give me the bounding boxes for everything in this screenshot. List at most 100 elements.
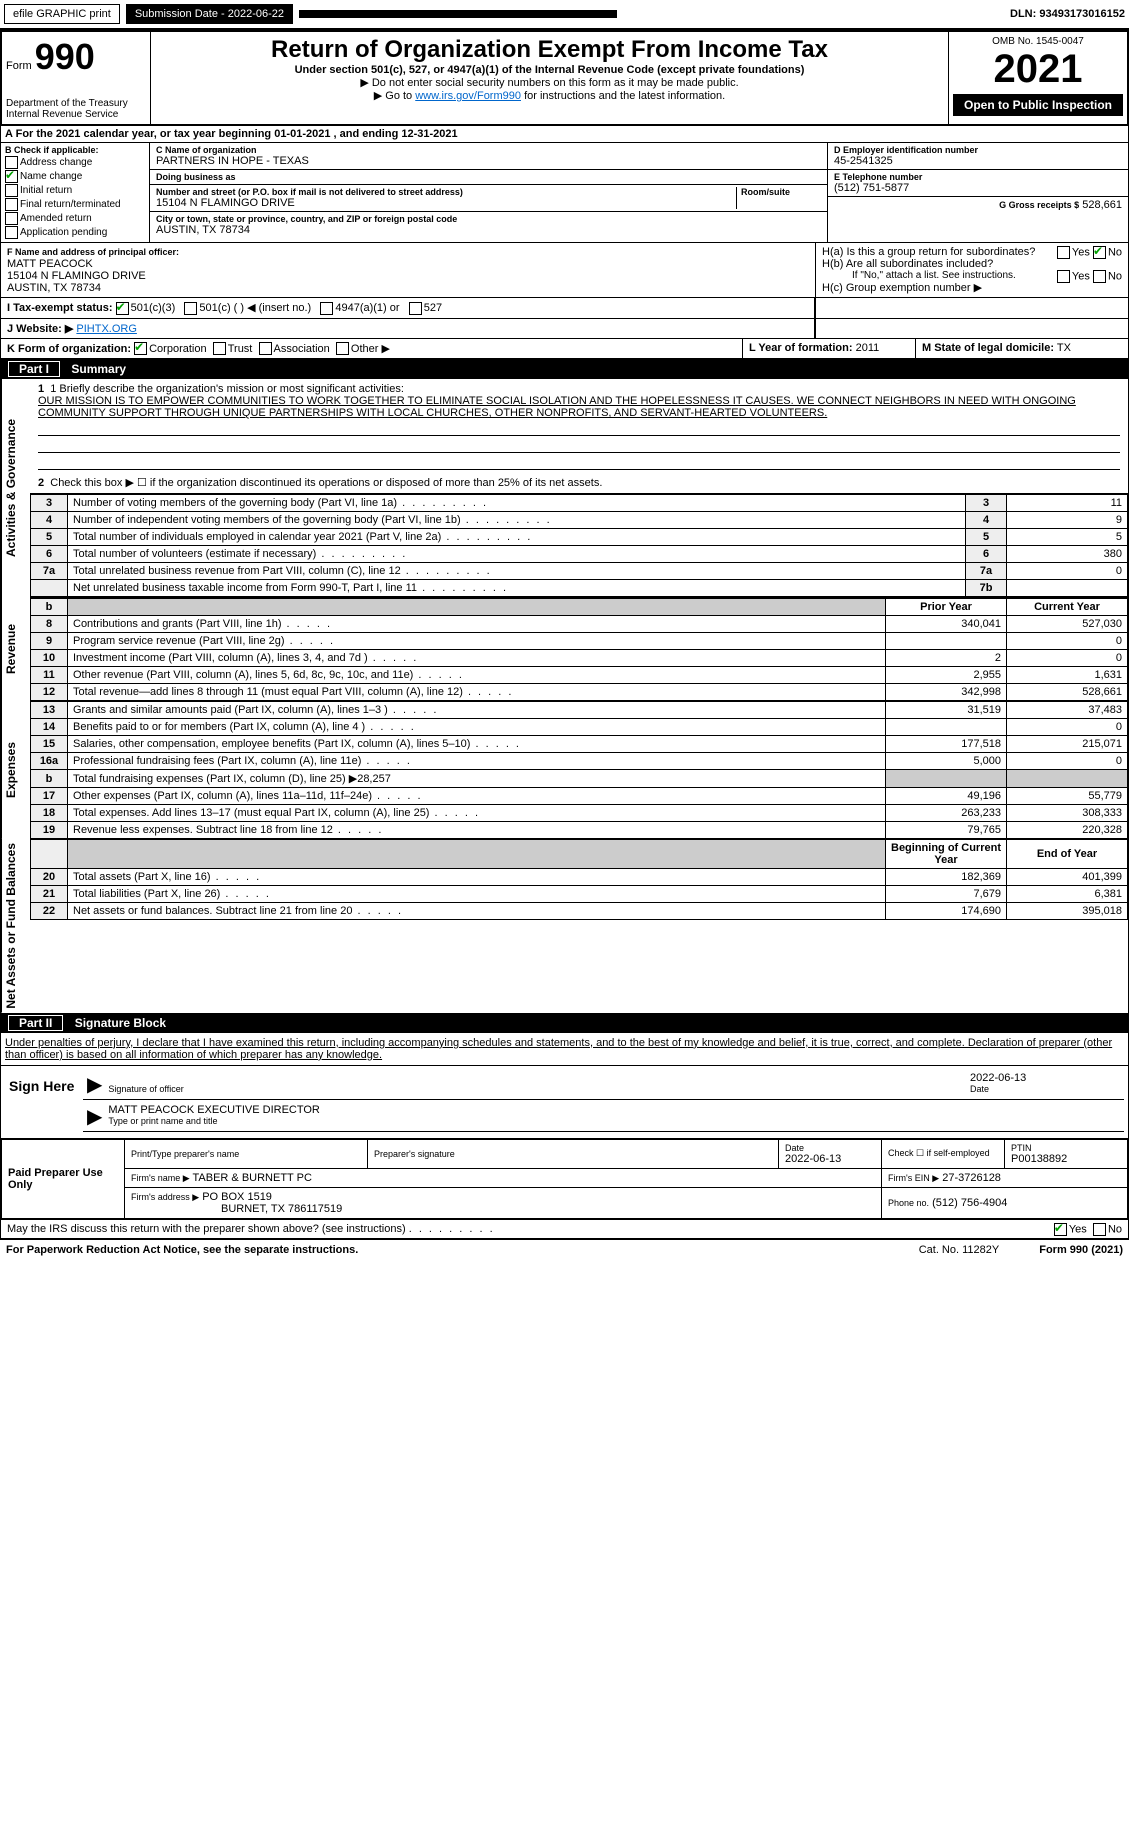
- name-label: Type or print name and title: [108, 1116, 1120, 1126]
- prep-sig-h: Preparer's signature: [374, 1149, 772, 1159]
- cb-pending[interactable]: Application pending: [5, 226, 145, 239]
- col-current: Current Year: [1007, 598, 1128, 616]
- table-row: Net unrelated business taxable income fr…: [31, 580, 1128, 597]
- table-row: 8Contributions and grants (Part VIII, li…: [31, 616, 1128, 633]
- table-row: 16aProfessional fundraising fees (Part I…: [31, 753, 1128, 770]
- k-other: Other ▶: [351, 343, 390, 355]
- ptin-h: PTIN: [1011, 1143, 1121, 1153]
- line2: Check this box ▶ ☐ if the organization d…: [50, 477, 602, 489]
- irs-link[interactable]: www.irs.gov/Form990: [415, 90, 521, 102]
- city-label: City or town, state or province, country…: [156, 214, 821, 224]
- note2-post: for instructions and the latest informat…: [524, 90, 725, 102]
- b-title: B Check if applicable:: [5, 145, 145, 155]
- table-row: 9Program service revenue (Part VIII, lin…: [31, 633, 1128, 650]
- form-prefix: Form: [6, 60, 32, 72]
- c-label: C Name of organization: [156, 145, 821, 155]
- note2: ▶ Go to www.irs.gov/Form990 for instruct…: [155, 89, 944, 102]
- table-row: 21Total liabilities (Part X, line 26)7,6…: [31, 886, 1128, 903]
- discuss-yes: Yes: [1069, 1223, 1087, 1235]
- header-right: OMB No. 1545-0047 2021 Open to Public In…: [948, 32, 1127, 124]
- footer-form: Form 990 (2021): [1039, 1244, 1123, 1256]
- form-header: Form 990 Department of the Treasury Inte…: [0, 30, 1129, 126]
- part2-title: Signature Block: [75, 1016, 166, 1030]
- perjury-text: Under penalties of perjury, I declare th…: [5, 1037, 1124, 1061]
- k-trust: Trust: [228, 343, 253, 355]
- footer-cat: Cat. No. 11282Y: [919, 1244, 1000, 1256]
- side-revenue: Revenue: [1, 597, 30, 701]
- table-row: 17Other expenses (Part IX, column (A), l…: [31, 788, 1128, 805]
- revenue-section: Revenue bPrior YearCurrent Year 8Contrib…: [0, 597, 1129, 701]
- i-4947: 4947(a)(1) or: [335, 302, 399, 314]
- expenses-section: Expenses 13Grants and similar amounts pa…: [0, 701, 1129, 839]
- row-a: A For the 2021 calendar year, or tax yea…: [0, 126, 1129, 143]
- k-block: K Form of organization: Corporation Trus…: [1, 339, 743, 359]
- m-val: TX: [1057, 342, 1071, 354]
- cb-final-label: Final return/terminated: [20, 199, 121, 210]
- firm-addr: PO BOX 1519: [202, 1191, 272, 1203]
- netassets-section: Net Assets or Fund Balances Beginning of…: [0, 839, 1129, 1013]
- k-label: K Form of organization:: [7, 343, 131, 355]
- efile-box: efile GRAPHIC print: [4, 4, 120, 24]
- i-501c: 501(c) ( ) ◀ (insert no.): [199, 302, 311, 314]
- city: AUSTIN, TX 78734: [156, 224, 821, 236]
- firm-phone-l: Phone no.: [888, 1198, 929, 1208]
- footer: For Paperwork Reduction Act Notice, see …: [0, 1239, 1129, 1260]
- discuss-row: May the IRS discuss this return with the…: [0, 1220, 1129, 1239]
- cb-address[interactable]: Address change: [5, 156, 145, 169]
- discuss-q: May the IRS discuss this return with the…: [7, 1223, 406, 1235]
- f-label: F Name and address of principal officer:: [7, 247, 179, 257]
- cb-initial-label: Initial return: [20, 185, 72, 196]
- website-link[interactable]: PIHTX.ORG: [76, 323, 137, 335]
- table-row: 10Investment income (Part VIII, column (…: [31, 650, 1128, 667]
- b-checkboxes: B Check if applicable: Address change Na…: [1, 143, 150, 242]
- f-h-row: F Name and address of principal officer:…: [0, 243, 1129, 298]
- hb-no: No: [1108, 270, 1122, 282]
- sign-date: 2022-06-13: [970, 1072, 1120, 1084]
- table-row: 6Total number of volunteers (estimate if…: [31, 546, 1128, 563]
- part1-label: Part I: [8, 361, 60, 377]
- officer-addr2: AUSTIN, TX 78734: [7, 282, 101, 294]
- submission-box: Submission Date - 2022-06-22: [126, 4, 293, 24]
- irs: Internal Revenue Service: [6, 109, 146, 120]
- firm-phone: (512) 756-4904: [932, 1197, 1007, 1209]
- table-row: 4Number of independent voting members of…: [31, 512, 1128, 529]
- firm-addr-l: Firm's address ▶: [131, 1192, 199, 1202]
- prep-date-h: Date: [785, 1143, 875, 1153]
- cb-final[interactable]: Final return/terminated: [5, 198, 145, 211]
- note2-pre: ▶ Go to: [374, 90, 415, 102]
- e-label: E Telephone number: [834, 172, 1122, 182]
- i-501c3: 501(c)(3): [131, 302, 176, 314]
- sig-officer-label: Signature of officer: [108, 1084, 970, 1094]
- c-block: C Name of organization PARTNERS IN HOPE …: [150, 143, 827, 242]
- table-row: bTotal fundraising expenses (Part IX, co…: [31, 770, 1128, 788]
- form-subtitle: Under section 501(c), 527, or 4947(a)(1)…: [155, 64, 944, 76]
- table-row: 7aTotal unrelated business revenue from …: [31, 563, 1128, 580]
- gross-receipts: 528,661: [1082, 199, 1122, 211]
- firm-name-l: Firm's name ▶: [131, 1173, 190, 1183]
- discuss-no: No: [1108, 1223, 1122, 1235]
- part1-title: Summary: [71, 362, 126, 376]
- dln: DLN: 93493173016152: [1010, 8, 1125, 20]
- cb-name[interactable]: Name change: [5, 170, 145, 183]
- cb-initial[interactable]: Initial return: [5, 184, 145, 197]
- part2-label: Part II: [8, 1015, 63, 1031]
- i-block: I Tax-exempt status: 501(c)(3) 501(c) ( …: [1, 298, 815, 318]
- officer-name: MATT PEACOCK: [7, 258, 93, 270]
- revenue-table: bPrior YearCurrent Year 8Contributions a…: [30, 597, 1128, 701]
- part1-header: Part I Summary: [0, 359, 1129, 379]
- firm-ein-l: Firm's EIN ▶: [888, 1173, 939, 1183]
- section-b-to-g: B Check if applicable: Address change Na…: [0, 143, 1129, 243]
- i-527: 527: [424, 302, 442, 314]
- table-row: 18Total expenses. Add lines 13–17 (must …: [31, 805, 1128, 822]
- l-val: 2011: [856, 342, 880, 354]
- tax-year: 2021: [953, 47, 1123, 92]
- ha-no: No: [1108, 246, 1122, 258]
- ein: 45-2541325: [834, 155, 1122, 167]
- cb-amended[interactable]: Amended return: [5, 212, 145, 225]
- officer-typed-name: MATT PEACOCK EXECUTIVE DIRECTOR: [108, 1104, 1120, 1116]
- dba-label: Doing business as: [156, 172, 821, 182]
- ha-label: H(a) Is this a group return for subordin…: [822, 246, 1035, 258]
- footer-left: For Paperwork Reduction Act Notice, see …: [6, 1244, 358, 1256]
- omb: OMB No. 1545-0047: [953, 36, 1123, 47]
- table-row: 12Total revenue—add lines 8 through 11 (…: [31, 684, 1128, 701]
